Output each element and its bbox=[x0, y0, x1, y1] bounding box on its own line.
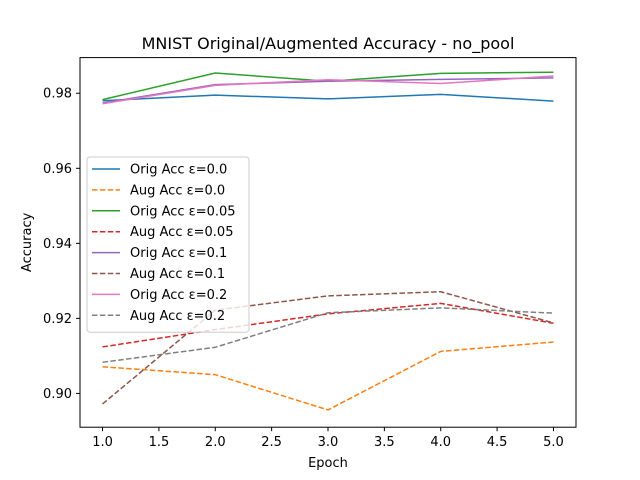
y-tick-label: 0.96 bbox=[43, 162, 72, 177]
x-tick-label: 1.0 bbox=[92, 435, 113, 450]
chart-title: MNIST Original/Augmented Accuracy - no_p… bbox=[142, 34, 515, 54]
y-axis-label: Accuracy bbox=[20, 212, 35, 272]
legend-label: Orig Acc ε=0.0 bbox=[130, 163, 227, 178]
legend-label: Aug Acc ε=0.2 bbox=[130, 309, 225, 324]
legend-label: Aug Acc ε=0.0 bbox=[130, 183, 225, 198]
x-tick-label: 4.0 bbox=[430, 435, 451, 450]
x-tick-label: 4.5 bbox=[487, 435, 508, 450]
series-layer bbox=[102, 71, 554, 411]
series-line-1 bbox=[102, 93, 554, 102]
legend: Orig Acc ε=0.0 Aug Acc ε=0.0 Orig Acc ε=0.… bbox=[86, 156, 250, 333]
x-axis-label: Epoch bbox=[308, 456, 348, 471]
x-tick-label: 1.5 bbox=[149, 435, 170, 450]
legend-label: Orig Acc ε=0.2 bbox=[130, 288, 227, 303]
legend-label: Orig Acc ε=0.05 bbox=[130, 204, 236, 219]
x-tick-label: 3.0 bbox=[318, 435, 339, 450]
legend-label: Aug Acc ε=0.05 bbox=[130, 225, 233, 240]
x-tick-label: 2.0 bbox=[205, 435, 226, 450]
legend-label: Aug Acc ε=0.1 bbox=[130, 267, 225, 282]
x-tick-label: 2.5 bbox=[261, 435, 282, 450]
series-line-2 bbox=[102, 341, 554, 411]
legend-box bbox=[86, 156, 250, 333]
series-line-7 bbox=[102, 75, 554, 105]
legend-label: Orig Acc ε=0.1 bbox=[130, 246, 227, 261]
y-axis: 0.90 0.92 0.94 0.96 0.98 bbox=[43, 87, 80, 402]
y-tick-label: 0.90 bbox=[43, 387, 72, 402]
y-tick-label: 0.98 bbox=[43, 87, 72, 102]
series-line-6 bbox=[102, 290, 554, 405]
x-tick-label: 3.5 bbox=[374, 435, 395, 450]
x-axis: 1.0 1.5 2.0 2.5 3.0 3.5 4.0 4.5 5.0 bbox=[92, 427, 564, 450]
y-tick-label: 0.94 bbox=[43, 237, 72, 252]
y-tick-label: 0.92 bbox=[43, 312, 72, 327]
x-tick-label: 5.0 bbox=[543, 435, 564, 450]
series-line-8 bbox=[102, 307, 554, 364]
